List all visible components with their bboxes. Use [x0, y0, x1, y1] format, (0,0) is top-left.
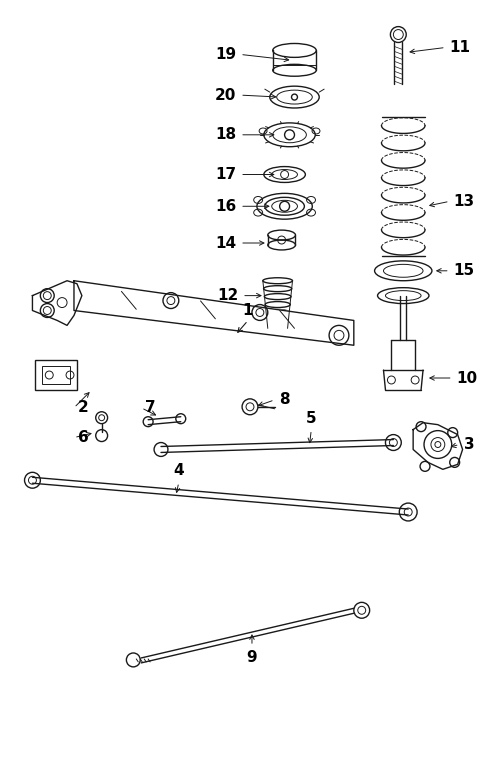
Text: 10: 10: [457, 371, 478, 386]
Text: 18: 18: [215, 127, 236, 143]
Text: 1: 1: [243, 303, 253, 318]
Text: 8: 8: [279, 393, 289, 407]
Text: 9: 9: [247, 650, 257, 665]
Text: 5: 5: [306, 411, 317, 426]
Text: 15: 15: [454, 263, 475, 278]
Text: 11: 11: [450, 40, 471, 55]
Text: 12: 12: [217, 288, 238, 303]
Text: 16: 16: [215, 199, 236, 214]
Text: 20: 20: [215, 88, 236, 102]
Text: 17: 17: [215, 167, 236, 182]
Text: 6: 6: [78, 430, 89, 445]
Polygon shape: [74, 280, 354, 345]
Text: 19: 19: [215, 47, 236, 62]
Text: 2: 2: [78, 400, 89, 415]
Text: 7: 7: [145, 400, 156, 415]
Polygon shape: [32, 280, 82, 325]
Text: 3: 3: [464, 437, 474, 452]
Text: 4: 4: [173, 463, 184, 478]
Text: 13: 13: [454, 194, 475, 208]
Text: 14: 14: [215, 236, 236, 250]
